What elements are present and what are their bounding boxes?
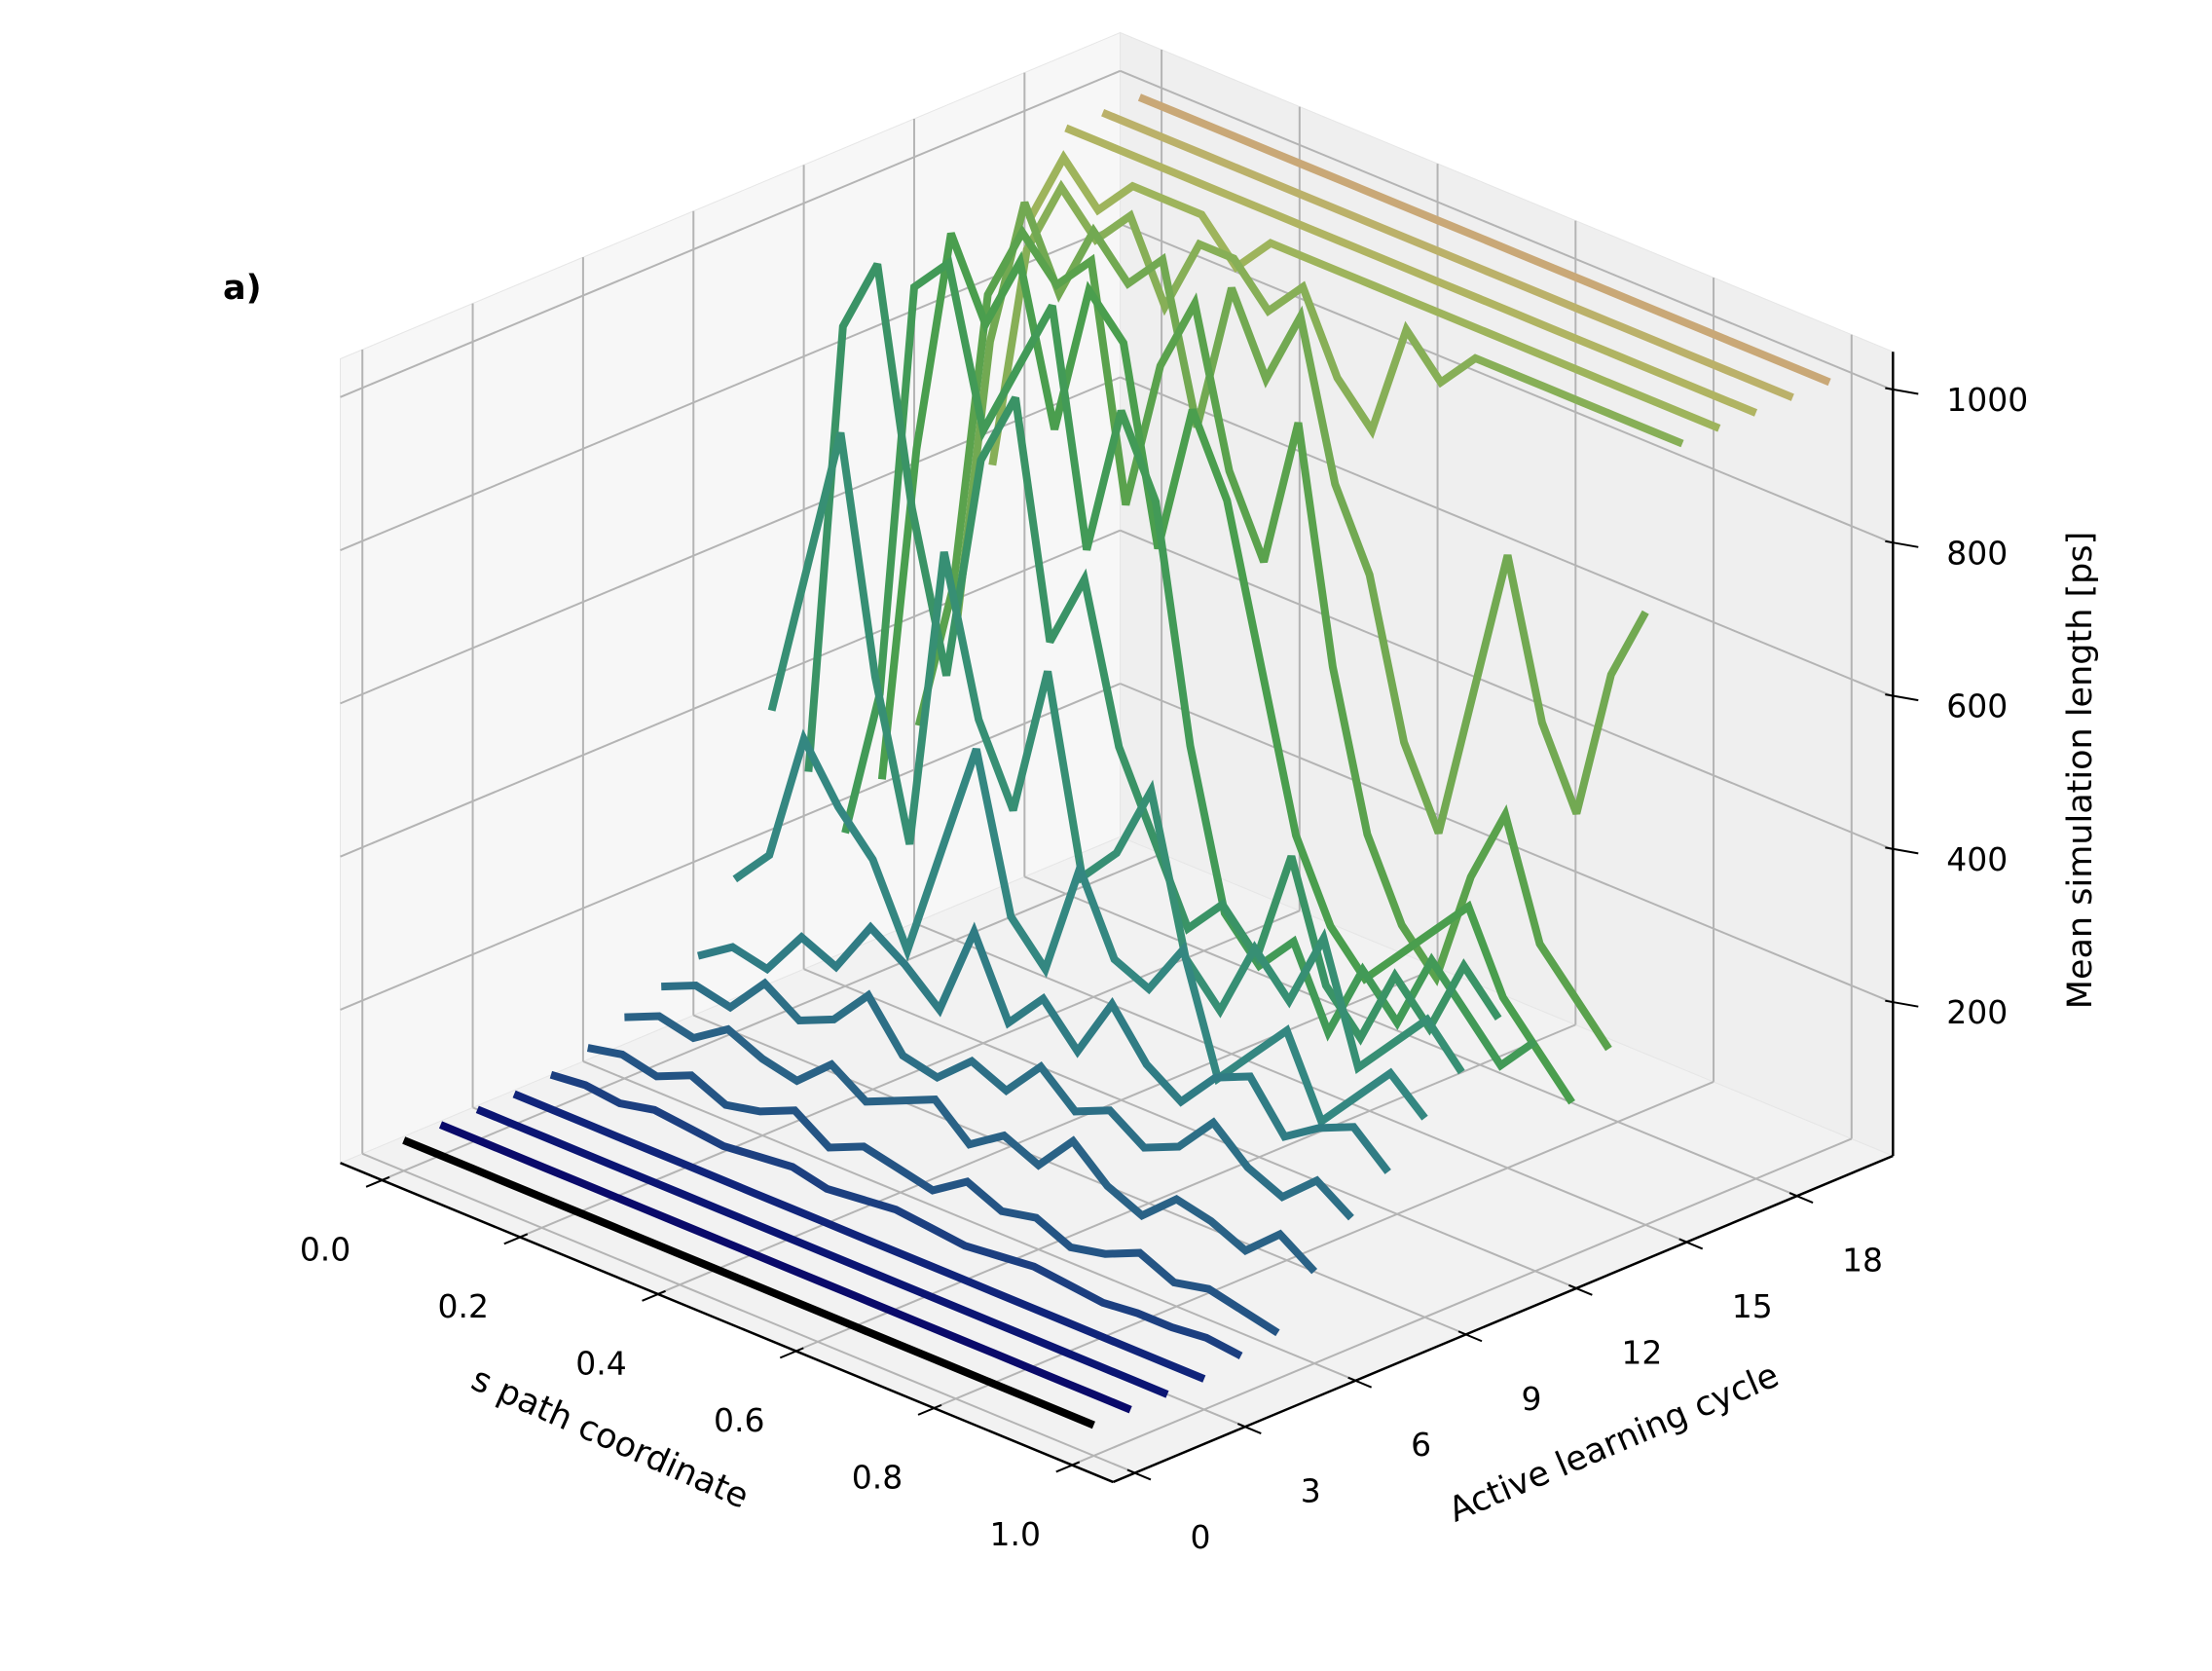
y-tick-label: 15 <box>1732 1287 1773 1325</box>
grid-line <box>340 69 1121 398</box>
x-tick-label: 0.0 <box>300 1230 350 1268</box>
z-axis-label: Mean simulation length [ps] <box>2061 532 2100 1010</box>
grid-line <box>913 921 1688 1244</box>
series-line <box>914 224 1612 1052</box>
y-tick-label: 18 <box>1842 1242 1883 1280</box>
y-tick-label: 12 <box>1621 1333 1662 1371</box>
lines <box>402 93 1831 1430</box>
x-tick <box>503 1233 529 1245</box>
grid-line <box>1120 683 1894 1004</box>
series-line <box>661 978 1354 1221</box>
z-tick-label: 1000 <box>1946 381 2028 419</box>
grid-line <box>1071 1137 1853 1467</box>
series-line <box>438 1121 1132 1414</box>
y-tick <box>1236 1423 1262 1434</box>
panes <box>339 31 1895 1483</box>
x-tick-label: 0.4 <box>575 1344 626 1382</box>
series-line <box>512 1090 1206 1383</box>
x-tick-label: 0.6 <box>714 1401 764 1439</box>
z-tick-label: 800 <box>1946 534 2008 572</box>
grid-line <box>1023 875 1798 1197</box>
y-tick <box>1788 1192 1814 1204</box>
z-tick <box>1885 387 1919 395</box>
grid-line <box>361 1152 1136 1474</box>
grid-line <box>1120 376 1894 698</box>
x-tick <box>779 1347 804 1359</box>
series-line <box>624 1012 1318 1275</box>
series-line <box>732 728 1428 1128</box>
y-axis-line <box>1112 1154 1894 1484</box>
x-tick <box>1055 1461 1081 1473</box>
x-tick-label: 1.0 <box>990 1515 1041 1553</box>
series-line <box>549 1070 1243 1359</box>
series-line <box>1101 109 1794 401</box>
x-tick <box>642 1289 666 1302</box>
x-tick <box>917 1403 942 1416</box>
z-tick <box>1885 846 1919 855</box>
z-tick-label: 200 <box>1946 993 2008 1031</box>
y-tick-label: 3 <box>1301 1472 1321 1510</box>
y-tick <box>1457 1330 1483 1343</box>
x-tick-label: 0.2 <box>438 1287 489 1325</box>
grid-line <box>582 1060 1357 1382</box>
series-line <box>767 431 1465 1075</box>
x-axis-line <box>340 1162 1114 1484</box>
axes: 0.0 0.2 0.4 0.6 0.8 1.0 0 3 6 9 12 15 18 200 400 600 800… <box>300 352 2028 1556</box>
grid-line <box>340 683 1121 1011</box>
y-tick-label: 6 <box>1411 1426 1431 1464</box>
y-tick-label: 9 <box>1522 1380 1542 1418</box>
series-line <box>877 232 1575 1105</box>
grid-line <box>803 968 1577 1289</box>
y-tick <box>1347 1376 1373 1389</box>
series-line <box>586 1044 1280 1337</box>
y-tick-label: 0 <box>1190 1518 1210 1556</box>
series-line <box>841 256 1538 1071</box>
panel-label: a) <box>223 269 262 308</box>
z-tick <box>1885 539 1919 548</box>
y-tick <box>1567 1283 1593 1296</box>
grid-line <box>340 376 1121 705</box>
grid-line <box>340 223 1121 552</box>
series-line <box>1064 124 1758 417</box>
grid-line <box>340 529 1121 858</box>
z-tick-label: 600 <box>1946 687 2008 725</box>
z-tick <box>1885 999 1919 1008</box>
grid-line <box>1120 69 1894 391</box>
series-line <box>402 1136 1095 1430</box>
z-tick-label: 400 <box>1946 840 2008 878</box>
series-line <box>1137 93 1831 387</box>
y-tick <box>1678 1238 1704 1250</box>
z-tick <box>1885 693 1919 702</box>
grid-line <box>1120 529 1894 851</box>
series-line <box>804 262 1502 1046</box>
series-line <box>697 921 1391 1174</box>
x-tick <box>365 1175 390 1188</box>
series-line <box>988 179 1684 466</box>
x-tick-label: 0.8 <box>852 1458 903 1496</box>
y-axis-label: Active learning cycle <box>1443 1356 1784 1531</box>
series-line <box>475 1105 1169 1398</box>
y-tick <box>1126 1468 1152 1481</box>
x-axis-label: s path coordinate <box>465 1359 754 1516</box>
series-line <box>1025 150 1721 432</box>
